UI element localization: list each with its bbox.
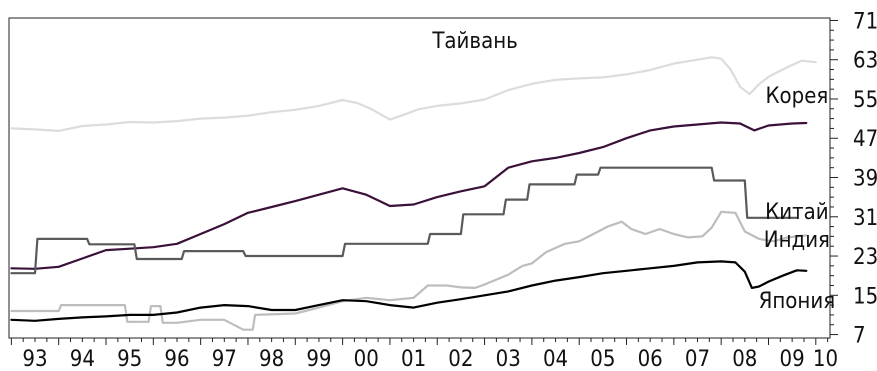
series-label-layer: Тайвань Корея Китай Индия Япония (431, 29, 835, 314)
x-tick-label: 95 (117, 347, 142, 371)
series-line (10, 260, 808, 322)
series-label: Тайвань (431, 29, 517, 54)
series-line (10, 210, 808, 331)
series-label: Индия (764, 228, 830, 253)
x-tick-label: 04 (543, 347, 568, 371)
x-tick-label: 10 (813, 347, 838, 371)
x-tick-label: 01 (401, 347, 426, 371)
x-tick-label: 99 (306, 347, 331, 371)
series-line (10, 56, 817, 132)
x-tick-label: 93 (22, 347, 47, 371)
series-label: Корея (765, 84, 828, 109)
series-line (10, 121, 808, 270)
x-tick-label: 94 (70, 347, 95, 371)
y-tick-label: 39 (853, 167, 877, 192)
series-line (10, 166, 798, 275)
series-label: Япония (759, 289, 836, 314)
y-tick-label: 71 (853, 9, 877, 34)
y-tick-label: 15 (853, 284, 877, 309)
x-tick-label: 09 (780, 347, 805, 371)
y-axis: 7 15 23 31 39 47 55 63 71 (830, 9, 877, 349)
y-tick-label: 47 (853, 127, 877, 152)
y-tick-label: 31 (853, 206, 877, 231)
series-label: Китай (765, 200, 828, 225)
series-layer (10, 56, 817, 331)
y-tick-label: 63 (853, 49, 877, 74)
x-tick-label: 00 (354, 347, 379, 371)
plot-frame (8, 17, 831, 339)
y-tick-label: 23 (853, 245, 877, 270)
x-axis: 93 94 95 96 97 98 99 00 01 02 03 04 05 06 07 08 09 10 (10, 338, 838, 371)
x-tick-label: 05 (590, 347, 615, 371)
x-tick-label: 96 (164, 347, 189, 371)
x-tick-label: 08 (732, 347, 757, 371)
x-tick-label: 97 (212, 347, 237, 371)
x-tick-label: 02 (448, 347, 473, 371)
x-tick-label: 06 (638, 347, 663, 371)
y-tick-label: 7 (853, 324, 866, 349)
x-tick-label: 03 (496, 347, 521, 371)
x-tick-label: 98 (259, 347, 284, 371)
y-tick-label: 55 (853, 88, 877, 113)
x-tick-label: 07 (685, 347, 710, 371)
